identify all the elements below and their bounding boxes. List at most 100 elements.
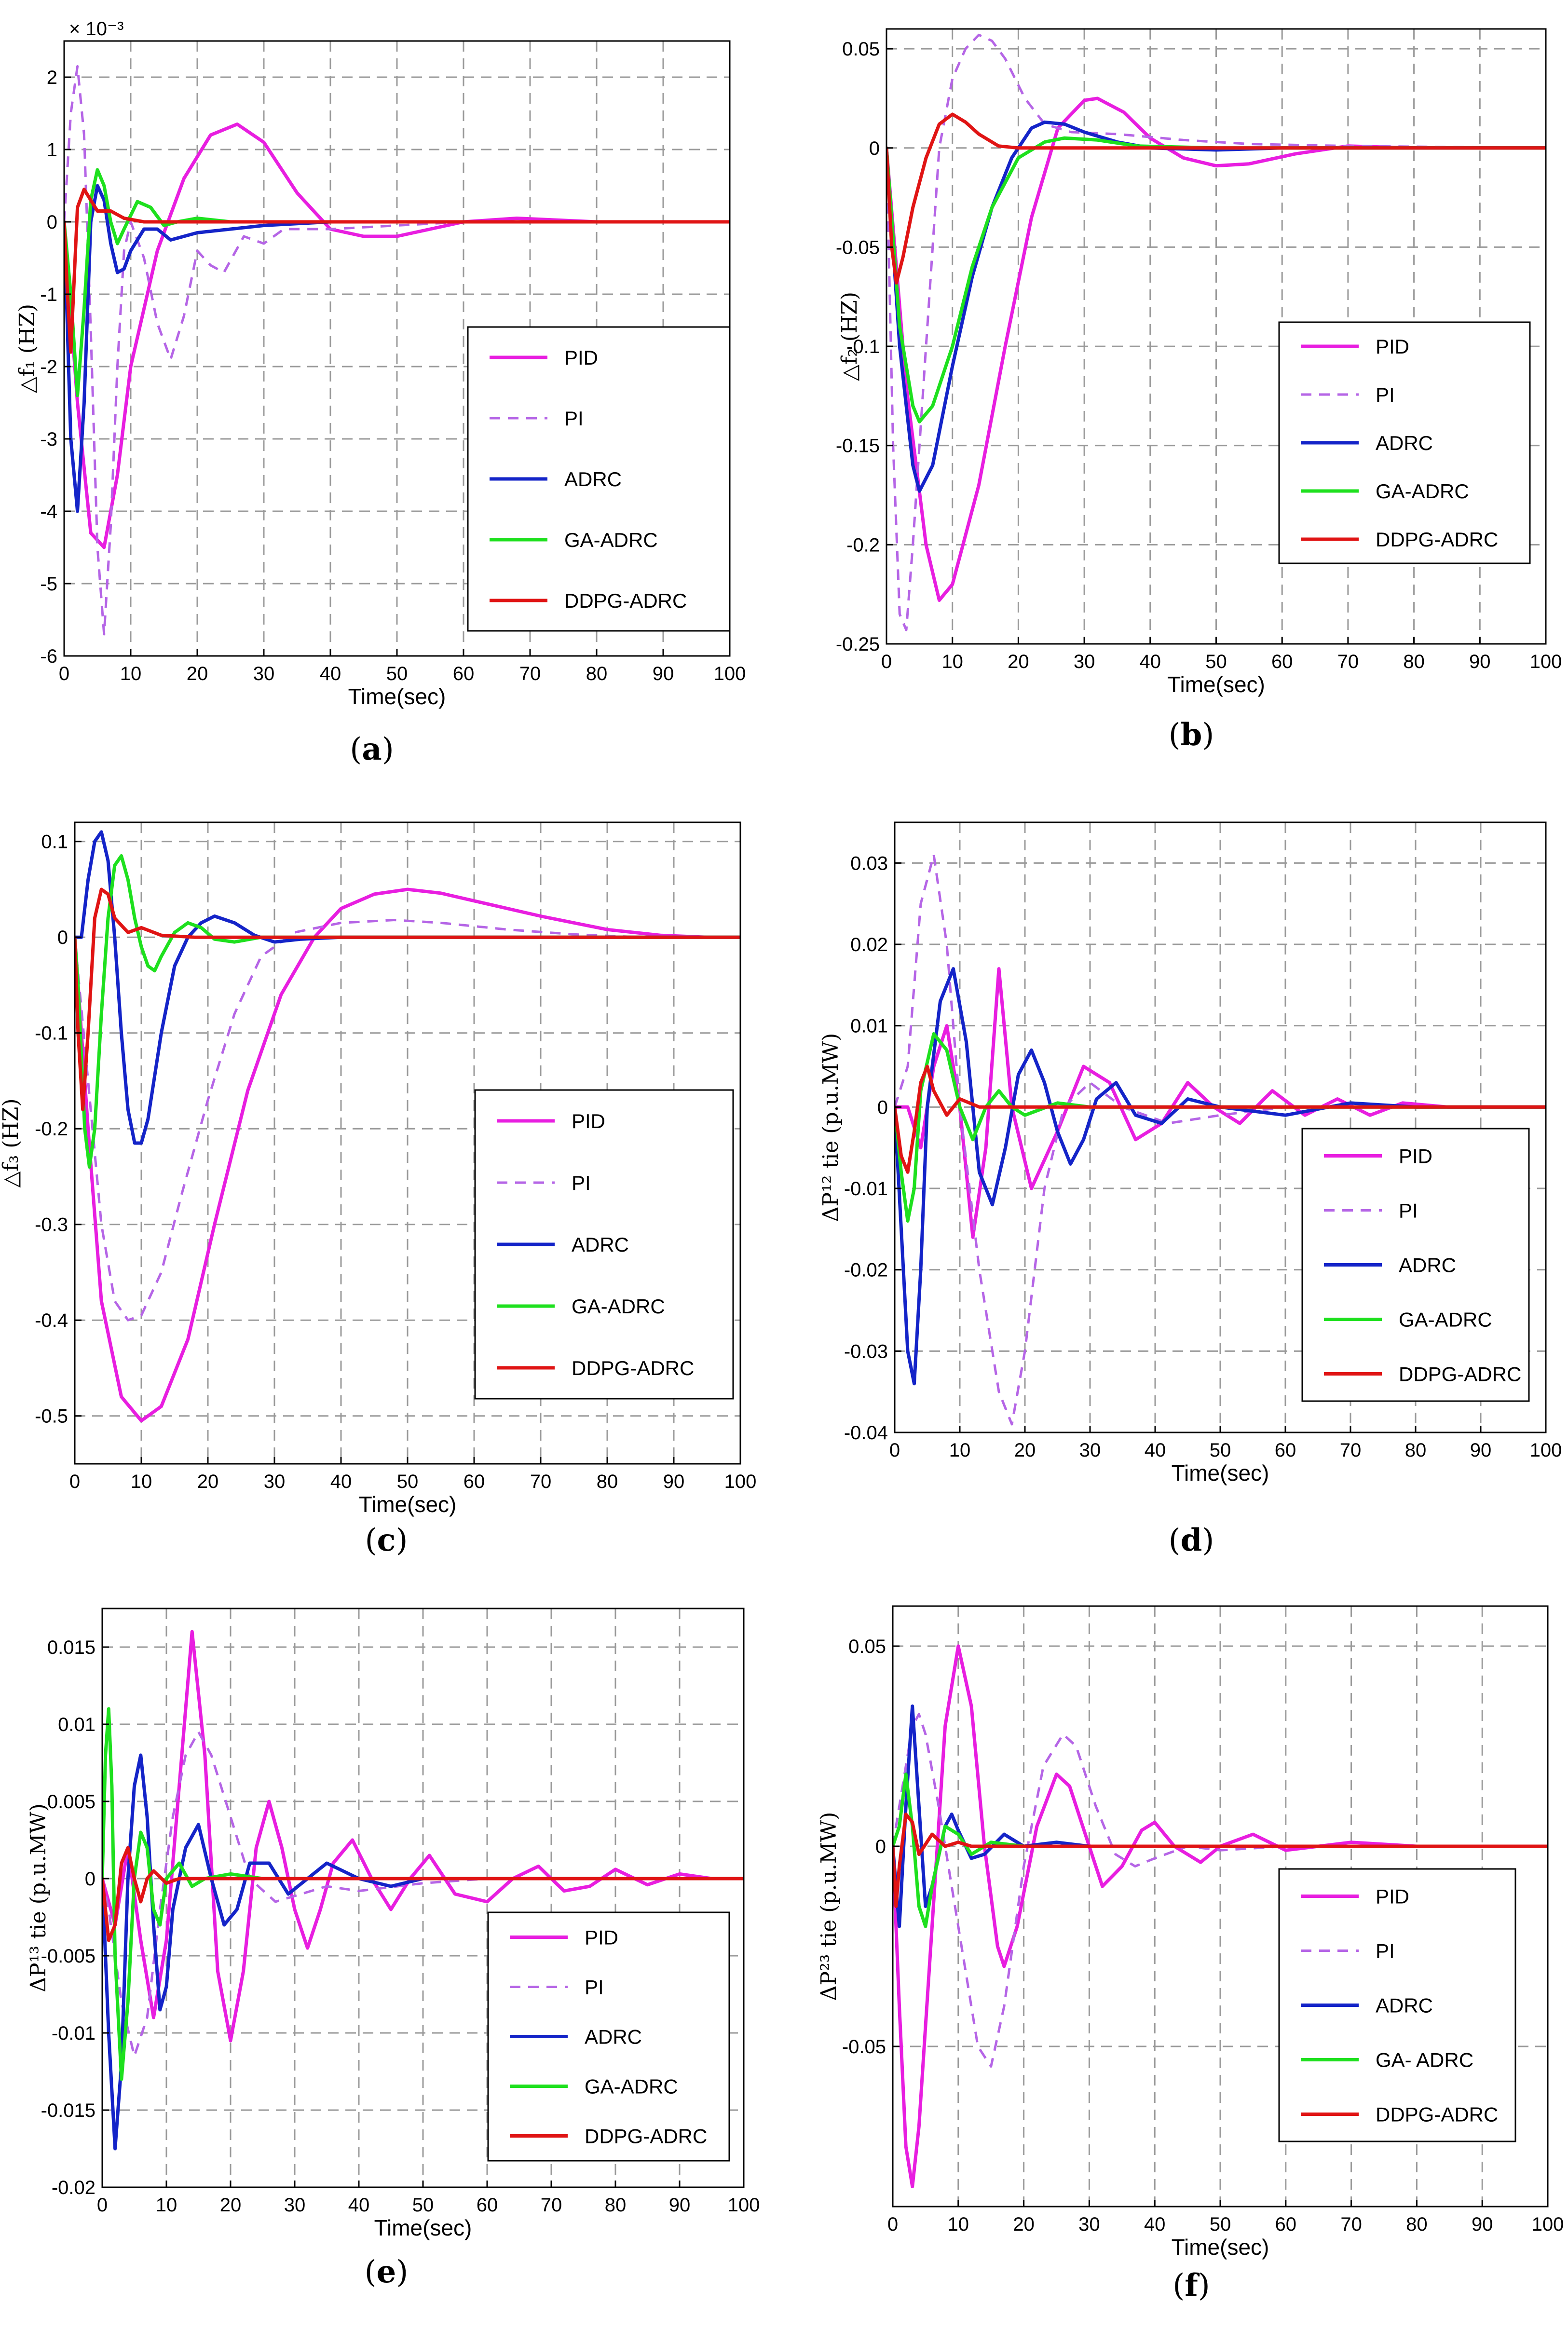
x-tick-label: 100 <box>1530 1440 1562 1461</box>
y-axis-label: △f₁ (HZ) <box>15 304 40 393</box>
x-tick-label: 20 <box>1014 1440 1036 1461</box>
legend-label-pid: PID <box>1376 335 1409 358</box>
legend-label-adrc: ADRC <box>1376 432 1433 454</box>
y-tick-label: -0.4 <box>35 1310 68 1331</box>
series-ddpg-adrc <box>886 112 1546 285</box>
y-tick-label: -0.02 <box>844 1260 888 1281</box>
series-pid <box>102 1630 744 2043</box>
plot-area <box>886 33 1546 631</box>
series-ga-adrc <box>75 854 740 1169</box>
x-tick-label: 100 <box>714 663 746 684</box>
x-tick-label: 90 <box>663 1471 685 1492</box>
x-tick-label: 50 <box>1205 651 1227 672</box>
legend: PID PI ADRC GA-ADRC DDPG-ADRC <box>1301 1128 1530 1402</box>
y-tick-label: -6 <box>40 646 57 667</box>
x-tick-label: 80 <box>1406 2214 1428 2235</box>
x-tick-label: 50 <box>1210 2214 1231 2235</box>
x-tick-label: 20 <box>197 1471 219 1492</box>
x-tick-label: 30 <box>284 2195 306 2216</box>
x-tick-label: 80 <box>605 2195 627 2216</box>
legend-label-adrc: ADRC <box>585 2026 642 2048</box>
legend-label-ddpg-adrc: DDPG-ADRC <box>564 589 687 612</box>
x-tick-label: 50 <box>397 1471 419 1492</box>
y-tick-label: 0.01 <box>58 1714 95 1735</box>
x-tick-label: 60 <box>453 663 475 684</box>
y-tick-label: 0.05 <box>842 39 880 60</box>
panel-caption: (f) <box>1173 2267 1210 2304</box>
legend-label-ddpg-adrc: DDPG-ADRC <box>572 1357 694 1379</box>
x-tick-label: 40 <box>348 2195 370 2216</box>
legend-label-ga-adrc: GA-ADRC <box>564 529 658 551</box>
x-tick-label: 80 <box>1405 1440 1427 1461</box>
legend-label-ga-adrc: GA- ADRC <box>1376 2049 1473 2072</box>
y-tick-label: -0.1 <box>846 336 880 357</box>
panel-caption: (e) <box>365 2254 409 2290</box>
y-tick-label: -0.3 <box>35 1214 68 1236</box>
y-tick-label: 0.03 <box>850 853 888 874</box>
legend-label-adrc: ADRC <box>572 1233 629 1256</box>
y-axis-label: ΔP²³ tie (p.u.MW) <box>817 1812 841 2001</box>
x-tick-label: 40 <box>1140 651 1161 672</box>
legend-label-adrc: ADRC <box>1399 1254 1456 1277</box>
legend-label-pi: PI <box>585 1976 604 1999</box>
legend-label-adrc: ADRC <box>564 468 622 491</box>
y-tick-label: 0 <box>877 1097 888 1118</box>
legend-label-ga-adrc: GA-ADRC <box>1376 480 1469 503</box>
x-tick-label: 0 <box>69 1471 80 1492</box>
series-pi <box>75 919 740 1322</box>
x-axis-label: Time(sec) <box>348 684 446 709</box>
x-tick-label: 10 <box>949 1440 971 1461</box>
y-tick-label: -3 <box>40 429 57 450</box>
y-tick-label: 0 <box>47 212 57 233</box>
y-tick-label: -0.005 <box>41 1946 95 1967</box>
x-tick-label: 30 <box>1079 1440 1101 1461</box>
y-axis-label: ΔP¹³ tie (p.u.MW) <box>26 1803 51 1992</box>
plot-area <box>893 1644 1548 2188</box>
legend-label-pid: PID <box>1376 1885 1409 1908</box>
y-tick-label: 1 <box>47 139 57 161</box>
x-tick-label: 60 <box>1271 651 1293 672</box>
y-tick-label: -0.01 <box>52 2023 95 2044</box>
y-tick-label: -5 <box>40 573 57 595</box>
x-tick-label: 80 <box>597 1471 618 1492</box>
x-tick-label: 100 <box>724 1471 757 1492</box>
x-tick-label: 40 <box>330 1471 352 1492</box>
x-tick-label: 30 <box>1074 651 1095 672</box>
legend-label-ga-adrc: GA-ADRC <box>1399 1309 1492 1331</box>
y-tick-label: -0.04 <box>844 1422 888 1444</box>
series-ddpg-adrc <box>64 188 730 354</box>
y-tick-label: 0.02 <box>850 934 888 955</box>
legend-label-ddpg-adrc: DDPG-ADRC <box>1399 1363 1521 1386</box>
legend-label-adrc: ADRC <box>1376 1994 1433 2017</box>
y-tick-label: -0.5 <box>35 1406 68 1427</box>
y-tick-label: 0.01 <box>850 1016 888 1037</box>
x-tick-label: 60 <box>1275 1440 1296 1461</box>
legend-label-pi: PI <box>572 1172 591 1194</box>
x-tick-label: 60 <box>1275 2214 1297 2235</box>
x-tick-label: 40 <box>320 663 341 684</box>
legend: PID PI ADRC GA-ADRC DDPG-ADRC <box>467 326 731 632</box>
series-ga-adrc <box>886 136 1546 423</box>
x-tick-label: 20 <box>1008 651 1029 672</box>
x-axis-label: Time(sec) <box>359 1492 457 1517</box>
y-tick-label: 0 <box>57 927 68 948</box>
x-tick-label: 30 <box>1078 2214 1100 2235</box>
x-tick-label: 0 <box>887 2214 898 2235</box>
legend-label-pi: PI <box>1376 1940 1395 1963</box>
x-axis-label: Time(sec) <box>1172 1460 1269 1486</box>
legend-label-ddpg-adrc: DDPG-ADRC <box>1376 2103 1498 2126</box>
y-tick-label: 0.015 <box>47 1637 95 1658</box>
x-tick-label: 90 <box>669 2195 691 2216</box>
legend-label-ga-adrc: GA-ADRC <box>572 1295 665 1318</box>
y-tick-label: 0.005 <box>47 1791 95 1813</box>
x-tick-label: 90 <box>1470 1440 1492 1461</box>
axis-exponent: × 10⁻³ <box>69 18 123 40</box>
legend-label-pid: PID <box>1399 1145 1432 1168</box>
x-tick-label: 50 <box>1210 1440 1231 1461</box>
x-tick-label: 0 <box>889 1440 900 1461</box>
y-tick-label: -0.25 <box>836 634 880 655</box>
x-tick-label: 80 <box>586 663 608 684</box>
x-tick-label: 20 <box>220 2195 242 2216</box>
x-tick-label: 10 <box>156 2195 177 2216</box>
x-tick-label: 0 <box>881 651 892 672</box>
